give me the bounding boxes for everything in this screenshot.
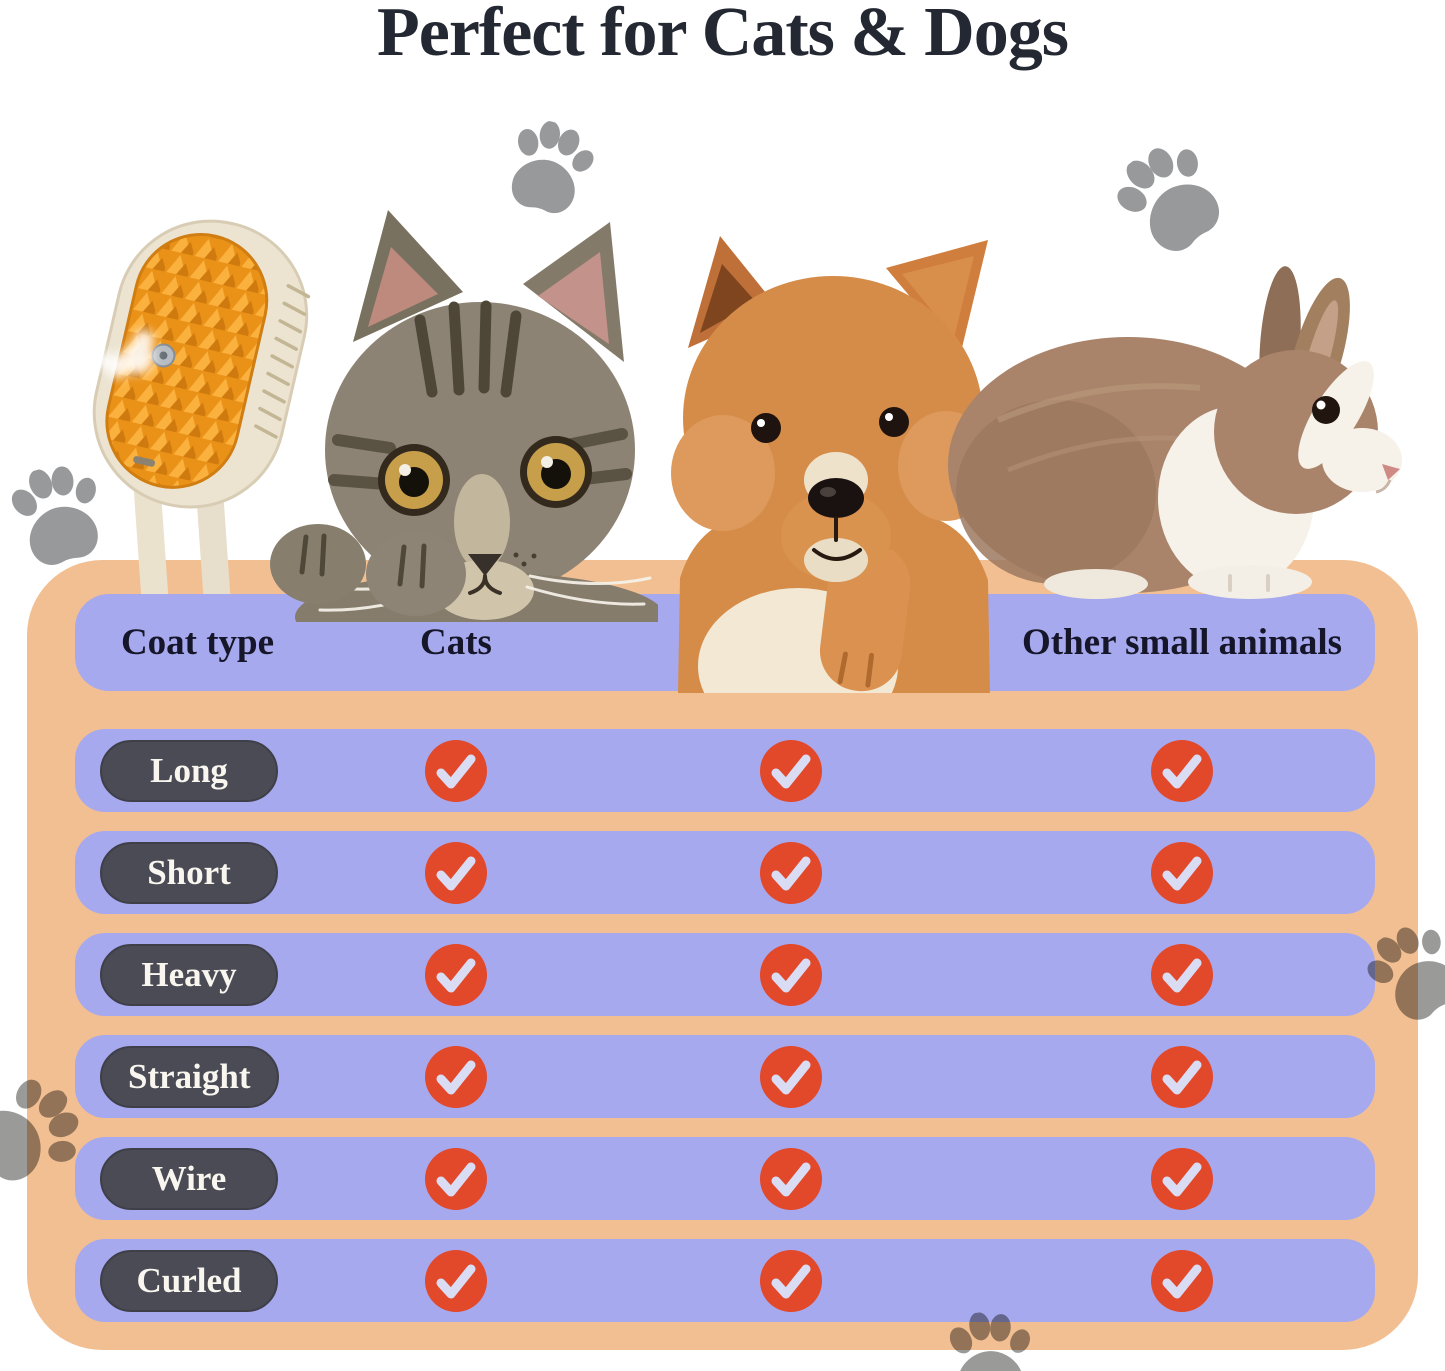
check-icon bbox=[759, 1147, 823, 1211]
coat-type-badge: Heavy bbox=[100, 943, 278, 1006]
check-icon bbox=[1150, 1249, 1214, 1313]
check-icon bbox=[1150, 1045, 1214, 1109]
coat-type-badge: Long bbox=[100, 739, 278, 802]
column-header-coat-type: Coat type bbox=[120, 622, 275, 663]
column-header-other-small-animals: Other small animals bbox=[1022, 622, 1342, 663]
check-icon bbox=[759, 943, 823, 1007]
check-icon bbox=[759, 841, 823, 905]
column-header-cats: Cats bbox=[420, 622, 492, 663]
check-icon bbox=[424, 739, 488, 803]
table-row-long: Long bbox=[75, 729, 1375, 812]
coat-type-badge: Wire bbox=[100, 1147, 278, 1210]
paw-print-icon bbox=[1094, 124, 1248, 278]
check-icon bbox=[1150, 943, 1214, 1007]
check-icon bbox=[424, 1249, 488, 1313]
table-row-short: Short bbox=[75, 831, 1375, 914]
steam-puff bbox=[94, 330, 154, 378]
check-icon bbox=[424, 943, 488, 1007]
table-row-heavy: Heavy bbox=[75, 933, 1375, 1016]
table-row-wire: Wire bbox=[75, 1137, 1375, 1220]
coat-type-badge: Straight bbox=[100, 1045, 279, 1108]
page-title: Perfect for Cats & Dogs bbox=[377, 0, 1069, 71]
check-icon bbox=[424, 841, 488, 905]
steam-brush-illustration bbox=[92, 219, 311, 509]
dog-illustration bbox=[671, 236, 994, 693]
check-icon bbox=[424, 1147, 488, 1211]
table-row-curled: Curled bbox=[75, 1239, 1375, 1322]
check-icon bbox=[759, 739, 823, 803]
check-icon bbox=[1150, 739, 1214, 803]
table-body: Long Short Heavy Straight Wire bbox=[75, 729, 1375, 1322]
table-row-straight: Straight bbox=[75, 1035, 1375, 1118]
cat-illustration bbox=[270, 210, 658, 622]
paw-print-icon bbox=[937, 1309, 1042, 1371]
coat-type-badge: Short bbox=[100, 841, 278, 904]
check-icon bbox=[759, 1249, 823, 1313]
check-icon bbox=[759, 1045, 823, 1109]
check-icon bbox=[424, 1045, 488, 1109]
rabbit-illustration bbox=[948, 266, 1402, 599]
coat-type-badge: Curled bbox=[100, 1249, 278, 1312]
check-icon bbox=[1150, 1147, 1214, 1211]
check-icon bbox=[1150, 841, 1214, 905]
